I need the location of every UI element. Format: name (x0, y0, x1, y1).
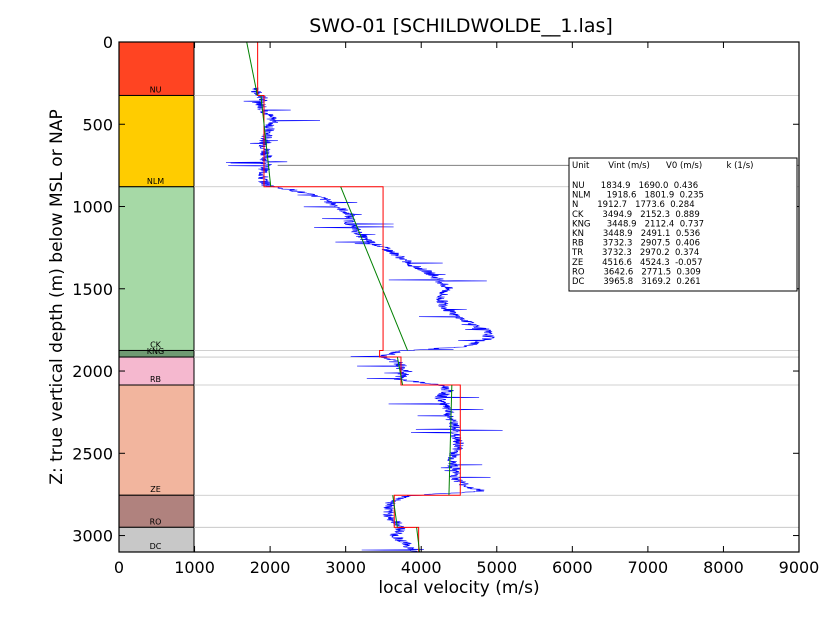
x-tick-label: 5000 (476, 558, 517, 577)
velocity-log (225, 87, 503, 553)
interval-velocity-line (257, 42, 461, 552)
unit-block-n (118, 186, 195, 351)
interval-velocity-steps (257, 42, 461, 552)
unit-label-ze: ZE (150, 485, 161, 494)
unit-label-rb: RB (150, 375, 161, 384)
unit-label-n: CK (150, 340, 162, 349)
y-tick-label: 0 (103, 33, 113, 52)
legend-row: RO 3642.6 2771.5 0.309 (572, 267, 701, 277)
linear-trend-segment (448, 385, 453, 496)
linear-trend-segment (392, 495, 398, 528)
x-axis-ticks: 0 1000 2000 3000 4000 5000 6000 7000 8000 9000 (114, 42, 819, 577)
y-axis-ticks: 0 500 1000 1500 2000 2500 3000 (72, 33, 799, 546)
legend-row: N 1912.7 1773.6 0.284 (572, 200, 695, 210)
y-tick-label: 2500 (72, 444, 113, 463)
legend-row: KNG 3448.9 2112.4 0.737 (572, 219, 704, 229)
x-tick-label: 7000 (628, 558, 669, 577)
chart-title: SWO-01 [SCHILDWOLDE__1.las] (309, 15, 613, 37)
unit-label-dc: DC (150, 542, 162, 551)
x-axis-label: local velocity (m/s) (378, 578, 539, 598)
legend-row: DC 3965.8 3169.2 0.261 (572, 277, 701, 287)
unit-block-ze (118, 384, 195, 496)
x-tick-label: 9000 (779, 558, 820, 577)
unit-label-nu: NU (150, 85, 162, 94)
unit-block-nu (118, 41, 195, 96)
x-tick-label: 2000 (250, 558, 291, 577)
linear-trend-segment (396, 356, 404, 386)
y-tick-label: 1000 (72, 198, 113, 217)
y-tick-label: 1500 (72, 280, 113, 299)
legend: Unit Vint (m/s) V0 (m/s) k (1/s) NU 1834… (568, 157, 798, 292)
legend-row: RB 3732.3 2907.5 0.406 (572, 239, 700, 249)
linear-trend-segment (340, 186, 409, 351)
y-tick-label: 3000 (72, 527, 113, 546)
unit-block-nlm (118, 94, 195, 188)
legend-row: CK 3494.9 2152.3 0.889 (572, 210, 700, 220)
unit-block-ro (118, 494, 195, 528)
linear-trend-segment (260, 95, 272, 187)
y-axis-label: Z: true vertical depth (m) below MSL or … (47, 109, 67, 484)
x-tick-label: 3000 (325, 558, 366, 577)
unit-block-dc (118, 526, 195, 553)
legend-header: Unit Vint (m/s) V0 (m/s) k (1/s) (572, 161, 753, 171)
linear-trend-segment (246, 41, 258, 96)
y-tick-label: 500 (82, 115, 113, 134)
linear-trend-segment (416, 527, 421, 553)
legend-row: NU 1834.9 1690.0 0.436 (572, 181, 698, 191)
legend-row: NLM 1918.6 1801.9 0.235 (572, 191, 704, 201)
unit-label-nlm: NLM (147, 177, 164, 186)
legend-box (568, 157, 798, 292)
unit-label-kng: KNG (147, 347, 164, 356)
unit-label-ro: RO (150, 517, 162, 526)
legend-row: KN 3448.9 2491.1 0.536 (572, 229, 700, 239)
plot-frame (118, 41, 800, 553)
x-tick-label: 8000 (703, 558, 744, 577)
legend-row: ZE 4516.6 4524.3 -0.057 (572, 258, 703, 268)
x-tick-label: 1000 (174, 558, 215, 577)
x-tick-label: 0 (114, 558, 124, 577)
legend-row: TR 3732.3 2970.2 0.374 (571, 248, 699, 258)
x-tick-label: 6000 (552, 558, 593, 577)
y-tick-label: 2000 (72, 362, 113, 381)
velocity-log-trace (225, 87, 503, 553)
x-tick-label: 4000 (401, 558, 442, 577)
linear-velocity-trend (246, 41, 453, 553)
